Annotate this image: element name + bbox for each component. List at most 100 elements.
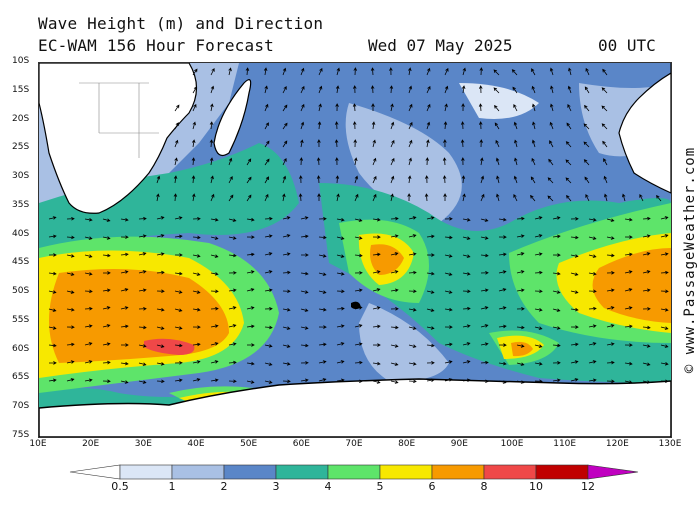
- direction-arrow: [370, 67, 375, 76]
- legend-swatch: [275, 464, 329, 480]
- direction-arrow: [480, 324, 489, 328]
- direction-arrow: [210, 85, 215, 94]
- direction-arrow: [174, 308, 183, 312]
- direction-arrow: [639, 194, 644, 202]
- direction-arrow: [298, 193, 303, 202]
- direction-arrow: [462, 272, 471, 276]
- direction-arrow: [192, 193, 196, 202]
- direction-arrow: [120, 343, 129, 347]
- direction-arrow: [461, 103, 465, 112]
- direction-arrow: [336, 289, 345, 294]
- longitude-label: 40E: [187, 439, 205, 449]
- direction-arrow: [516, 234, 525, 238]
- direction-arrow: [174, 326, 183, 330]
- direction-arrow: [372, 380, 381, 384]
- direction-arrow: [531, 68, 536, 76]
- direction-arrow: [408, 121, 413, 130]
- direction-arrow: [408, 139, 413, 148]
- latitude-label: 50S: [12, 286, 30, 297]
- direction-arrow: [660, 362, 669, 366]
- direction-arrow: [534, 270, 543, 275]
- direction-arrow: [282, 326, 291, 330]
- legend-colorbar: [69, 464, 639, 480]
- direction-arrow: [191, 157, 196, 166]
- landmasses: [39, 63, 671, 437]
- direction-arrow: [84, 236, 93, 240]
- direction-arrow: [389, 85, 394, 94]
- direction-arrow: [407, 193, 411, 202]
- direction-arrow: [66, 235, 75, 240]
- direction-arrow: [264, 325, 273, 330]
- direction-arrow: [156, 252, 165, 256]
- direction-arrow: [210, 272, 219, 276]
- direction-arrow: [299, 175, 303, 184]
- legend-swatch: [119, 464, 173, 480]
- direction-arrow: [534, 326, 543, 330]
- direction-arrow: [370, 85, 375, 94]
- direction-arrow: [48, 290, 57, 294]
- longitude-label: 130E: [658, 439, 682, 449]
- direction-arrow: [570, 378, 579, 382]
- direction-arrow: [426, 343, 435, 348]
- direction-arrow: [660, 252, 669, 256]
- direction-arrow: [516, 252, 525, 256]
- direction-arrow: [84, 254, 93, 258]
- direction-arrow: [548, 158, 554, 166]
- direction-arrow: [282, 344, 291, 348]
- direction-arrow: [565, 141, 572, 148]
- direction-arrow: [444, 360, 453, 364]
- direction-arrow: [282, 289, 291, 294]
- direction-arrow: [174, 378, 183, 383]
- direction-arrow: [390, 325, 399, 330]
- direction-arrow: [48, 271, 57, 276]
- direction-arrow: [318, 307, 327, 312]
- direction-arrow: [480, 379, 489, 384]
- direction-arrow: [424, 193, 429, 202]
- direction-arrow: [534, 308, 543, 312]
- direction-arrow: [462, 254, 471, 258]
- direction-arrow: [156, 379, 165, 384]
- direction-arrow: [174, 139, 179, 148]
- direction-arrow: [48, 343, 57, 348]
- direction-arrow: [300, 234, 309, 239]
- credit-watermark: © www.PassageWeather.com: [682, 146, 698, 374]
- direction-arrow: [606, 360, 615, 365]
- direction-arrow: [442, 157, 447, 166]
- direction-arrow: [642, 216, 651, 221]
- direction-arrow: [192, 307, 201, 312]
- direction-arrow: [642, 270, 651, 274]
- direction-arrow: [642, 344, 651, 348]
- direction-arrow: [624, 288, 633, 292]
- direction-arrow: [120, 361, 129, 366]
- direction-arrow: [498, 217, 507, 222]
- direction-arrow: [444, 378, 453, 382]
- direction-arrow: [513, 121, 518, 130]
- direction-arrow: [660, 270, 669, 275]
- longitude-label: 60E: [292, 439, 310, 449]
- direction-arrow: [84, 378, 93, 382]
- direction-arrow: [300, 361, 309, 365]
- direction-arrow: [531, 139, 536, 148]
- direction-arrow: [246, 361, 255, 366]
- direction-arrow: [174, 104, 180, 112]
- direction-arrow: [584, 104, 590, 112]
- direction-arrow: [408, 379, 417, 384]
- direction-arrow: [552, 343, 561, 348]
- latitude-label: 20S: [12, 113, 30, 124]
- direction-arrow: [462, 360, 471, 364]
- direction-arrow: [588, 289, 597, 294]
- direction-arrow: [514, 139, 518, 148]
- direction-arrow: [264, 158, 270, 166]
- direction-arrow: [460, 121, 465, 130]
- direction-arrow: [174, 271, 183, 276]
- direction-arrow: [156, 270, 165, 275]
- direction-arrow: [335, 103, 339, 112]
- direction-arrow: [390, 139, 395, 148]
- direction-arrow: [156, 344, 165, 348]
- direction-arrow: [426, 326, 435, 330]
- direction-arrow: [567, 85, 572, 94]
- direction-arrow: [192, 272, 201, 276]
- direction-arrow: [192, 86, 198, 94]
- legend-swatch: [535, 464, 589, 480]
